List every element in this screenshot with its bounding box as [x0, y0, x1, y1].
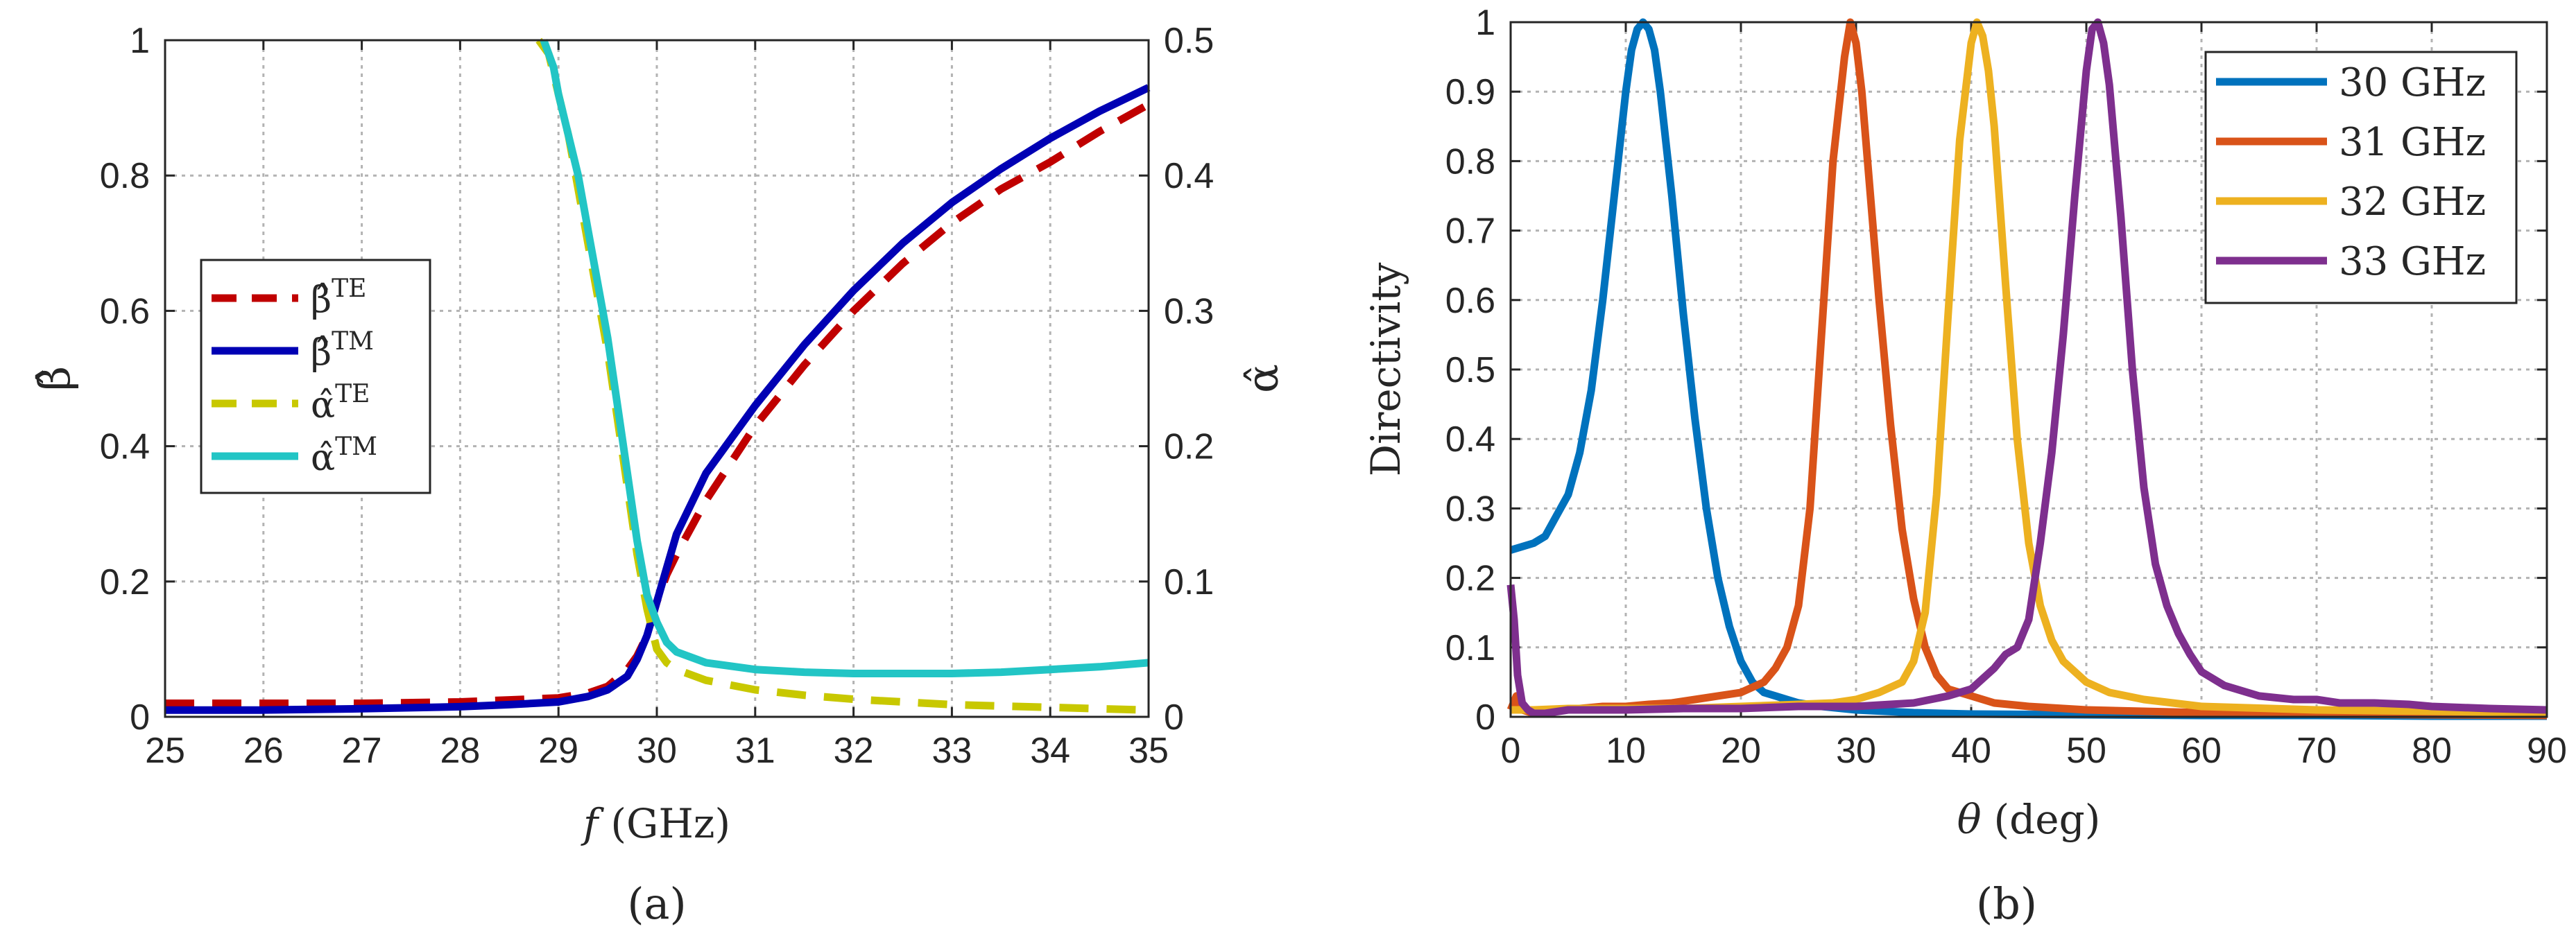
b-legend-label-2: 32 GHz — [2339, 180, 2486, 225]
b-y-tick-label: 0.9 — [1445, 72, 1495, 112]
a-y-right-tick-label: 0.1 — [1164, 562, 1214, 602]
b-x-tick-label: 0 — [1501, 731, 1521, 771]
b-y-tick-label: 0.5 — [1445, 350, 1495, 390]
chart-b-series — [1506, 18, 2548, 720]
b-x-tick-label: 10 — [1606, 731, 1646, 771]
b-x-tick-label: 50 — [2066, 731, 2106, 771]
chart-a-y-label: β̂ — [29, 366, 80, 391]
b-x-tick-label: 70 — [2296, 731, 2337, 771]
chart-b-tick-labels: 0 10 20 30 40 50 60 70 80 90 0 0.1 0.2 0.3 0.4 0.5 0.6 0.… — [1445, 3, 2567, 771]
chart-a-series — [165, 37, 1151, 714]
a-y-tick-label: 0.4 — [100, 427, 150, 467]
b-y-tick-label: 0 — [1475, 697, 1495, 738]
a-legend-label-base: β̂ — [311, 279, 332, 321]
a-series-line-2 — [535, 37, 1149, 714]
chart-a-plot-frame — [164, 39, 1150, 718]
b-legend-label-1: 31 GHz — [2339, 120, 2486, 165]
b-x-tick-label: 20 — [1721, 731, 1761, 771]
chart-a-tick-labels: 25 26 27 28 29 30 31 32 33 34 3500.20.40.60.8100.1… — [100, 21, 1214, 771]
b-series-line-3 — [1506, 18, 2548, 718]
a-y-tick-label: 1 — [130, 21, 150, 61]
a-x-tick-label: 33 — [931, 731, 972, 771]
chart-b-panel-label: (b) — [1976, 878, 2037, 929]
a-x-tick-label: 32 — [834, 731, 874, 771]
a-x-tick-label: 26 — [243, 731, 284, 771]
a-series-line-0 — [165, 101, 1151, 707]
a-x-tick-label: 29 — [538, 731, 578, 771]
a-legend-label-0: β̂TE — [311, 275, 366, 321]
a-y-tick-label: 0.8 — [100, 156, 150, 196]
a-legend-label-1: β̂TM — [311, 327, 374, 374]
chart-b: 0 10 20 30 40 50 60 70 80 90 0 0.1 0.2 0.3 0.4 0.5 0.6 0.… — [1362, 3, 2567, 929]
b-x-tick-label: 90 — [2527, 731, 2567, 771]
a-y-right-tick-label: 0.2 — [1164, 427, 1214, 467]
a-series-line-3 — [540, 39, 1149, 677]
a-legend-label-base: α̂ — [311, 437, 335, 479]
chart-a: 25 26 27 28 29 30 31 32 33 34 3500.20.40.60.8100.1… — [29, 21, 1288, 929]
a-x-tick-label: 31 — [735, 731, 775, 771]
a-x-tick-label: 34 — [1030, 731, 1070, 771]
a-y-tick-label: 0 — [130, 697, 150, 738]
chart-a-y-right-label: α̂ — [1237, 364, 1288, 393]
a-y-right-tick-label: 0.4 — [1164, 156, 1214, 196]
b-y-tick-label: 0.8 — [1445, 141, 1495, 182]
chart-a-x-label: f (GHz) — [581, 800, 730, 847]
a-y-tick-label: 0.6 — [100, 291, 150, 331]
b-legend-label-0: 30 GHz — [2339, 60, 2486, 105]
b-y-tick-label: 0.1 — [1445, 628, 1495, 668]
a-legend-label-base: β̂ — [311, 332, 332, 374]
a-x-tick-label: 27 — [342, 731, 382, 771]
chart-b-x-label: θ (deg) — [1957, 796, 2101, 843]
a-series-line-1 — [165, 84, 1151, 714]
b-y-tick-label: 0.3 — [1445, 489, 1495, 529]
b-y-tick-label: 0.4 — [1445, 419, 1495, 460]
a-x-tick-label: 28 — [440, 731, 480, 771]
a-y-right-tick-label: 0 — [1164, 697, 1184, 738]
chart-b-legend: 30 GHz 31 GHz 32 GHz 33 GHz — [2204, 51, 2518, 304]
b-y-tick-label: 0.7 — [1445, 211, 1495, 252]
b-x-tick-label: 40 — [1951, 731, 1991, 771]
a-legend-label-sup: TM — [332, 327, 374, 356]
b-y-tick-label: 1 — [1475, 3, 1495, 43]
b-x-tick-label: 30 — [1836, 731, 1876, 771]
a-legend-label-2: α̂TE — [311, 380, 370, 426]
chart-b-y-label: Directivity — [1362, 262, 1409, 476]
a-legend-label-sup: TE — [332, 275, 366, 303]
b-x-tick-label: 60 — [2181, 731, 2222, 771]
a-legend-label-sup: TE — [335, 380, 370, 408]
a-legend-label-sup: TM — [335, 433, 377, 461]
b-y-tick-label: 0.2 — [1445, 559, 1495, 599]
a-legend-label-3: α̂TM — [311, 433, 377, 479]
chart-a-legend: β̂TEβ̂TMα̂TEα̂TM — [200, 259, 431, 494]
a-y-tick-label: 0.2 — [100, 562, 150, 602]
b-y-tick-label: 0.6 — [1445, 281, 1495, 321]
b-legend-label-3: 33 GHz — [2339, 239, 2486, 284]
a-y-right-tick-label: 0.3 — [1164, 291, 1214, 331]
a-x-tick-label: 25 — [145, 731, 185, 771]
a-legend-label-base: α̂ — [311, 385, 335, 426]
b-x-tick-label: 80 — [2412, 731, 2452, 771]
a-y-right-tick-label: 0.5 — [1164, 21, 1214, 61]
b-series-line-0 — [1509, 18, 2547, 720]
chart-a-panel-label: (a) — [627, 878, 686, 929]
a-x-tick-label: 35 — [1128, 731, 1169, 771]
chart-b-plot-frame — [1509, 21, 2548, 718]
a-x-tick-label: 30 — [637, 731, 677, 771]
